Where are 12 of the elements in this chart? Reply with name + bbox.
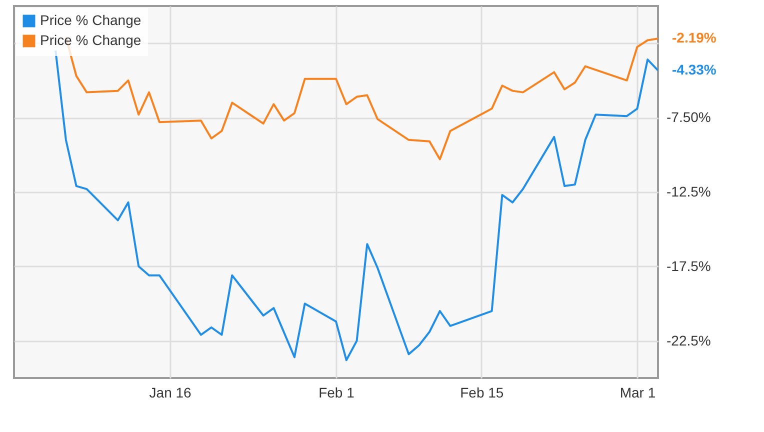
x-tick-label: Mar 1: [620, 384, 656, 400]
x-tick-label: Feb 1: [318, 384, 355, 400]
y-tick-label: -7.50%: [666, 109, 711, 126]
legend-label: Price % Change: [40, 12, 142, 28]
data-label: -2.19%: [672, 30, 717, 46]
y-tick-label: -12.5%: [666, 184, 711, 200]
y-tick-label: -17.5%: [666, 258, 711, 274]
y-tick-label: -22.5%: [666, 332, 711, 348]
x-tick-label: Feb 15: [460, 384, 504, 400]
x-tick-label: Jan 16: [149, 384, 192, 400]
data-label: -4.33%: [672, 61, 717, 78]
legend-label: Price % Change: [40, 32, 142, 48]
